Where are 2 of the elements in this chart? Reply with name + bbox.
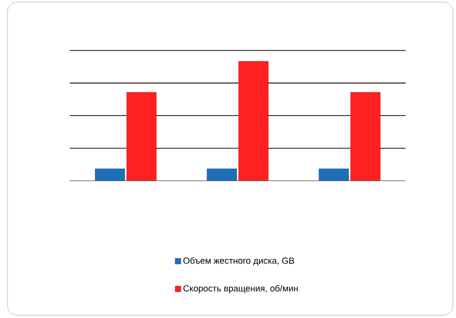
legend-label: Объем жестного диска, GB <box>183 257 294 266</box>
legend-label: Скорость вращения, об/мин <box>183 284 298 294</box>
